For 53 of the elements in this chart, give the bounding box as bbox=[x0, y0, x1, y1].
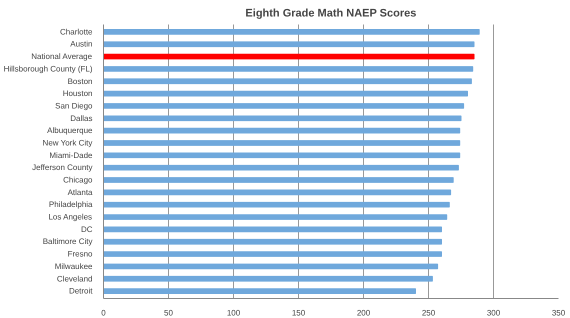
bar bbox=[104, 152, 460, 158]
y-tick-label: Philadelphia bbox=[48, 200, 94, 210]
y-tick-label: Cleveland bbox=[56, 274, 92, 284]
y-tick-label: Detroit bbox=[68, 286, 94, 296]
y-tick-label: Charlotte bbox=[60, 27, 94, 36]
x-tick-label: 200 bbox=[356, 308, 371, 318]
y-tick-label: Hillsborough County (FL) bbox=[4, 64, 93, 74]
bar bbox=[104, 128, 460, 134]
y-tick-label: Chicago bbox=[63, 176, 94, 185]
y-tick-label: Jefferson County bbox=[32, 163, 93, 172]
y-tick-label: DC bbox=[80, 224, 93, 234]
bar bbox=[104, 190, 452, 196]
bar bbox=[104, 140, 460, 146]
y-tick-label: Milwaukee bbox=[54, 262, 94, 271]
bar bbox=[104, 115, 462, 122]
x-tick-label: 350 bbox=[552, 308, 566, 318]
x-tick-label: 150 bbox=[292, 308, 306, 318]
x-tick-label: 300 bbox=[486, 308, 501, 318]
bar bbox=[104, 29, 480, 35]
bar bbox=[104, 226, 442, 232]
y-tick-label: Miami-Dade bbox=[49, 150, 94, 160]
bar bbox=[104, 238, 442, 245]
chart-title: Eighth Grade Math NAEP Scores bbox=[245, 8, 416, 20]
x-tick-label: 100 bbox=[226, 308, 241, 318]
bar bbox=[104, 41, 474, 48]
bar bbox=[104, 78, 472, 84]
bar bbox=[104, 276, 433, 282]
bar bbox=[104, 103, 464, 109]
bar bbox=[104, 251, 442, 257]
bar bbox=[104, 66, 474, 72]
y-tick-label: National Average bbox=[31, 52, 93, 62]
y-tick-label: Los Angeles bbox=[48, 212, 92, 222]
y-tick-label: Albuquerque bbox=[47, 126, 94, 136]
bar bbox=[104, 54, 474, 60]
bar bbox=[104, 90, 468, 96]
y-tick-label: San Diego bbox=[55, 101, 94, 110]
bar bbox=[104, 202, 450, 208]
x-tick-label: 250 bbox=[422, 308, 436, 318]
y-tick-label: Boston bbox=[68, 76, 92, 86]
y-tick-label: Austin bbox=[70, 40, 92, 49]
y-tick-label: Dallas bbox=[70, 114, 93, 123]
x-tick-label: 50 bbox=[164, 308, 174, 318]
y-tick-label: Houston bbox=[62, 89, 92, 98]
bar bbox=[104, 164, 459, 171]
bar bbox=[104, 214, 448, 220]
y-tick-label: Atlanta bbox=[68, 188, 94, 197]
bar bbox=[104, 288, 416, 294]
y-tick-label: Fresno bbox=[68, 250, 94, 259]
y-tick-label: New York City bbox=[42, 138, 92, 148]
x-tick-label: 0 bbox=[101, 308, 106, 318]
bar bbox=[104, 264, 438, 270]
bar bbox=[104, 177, 454, 183]
y-tick-label: Baltimore City bbox=[42, 237, 93, 246]
